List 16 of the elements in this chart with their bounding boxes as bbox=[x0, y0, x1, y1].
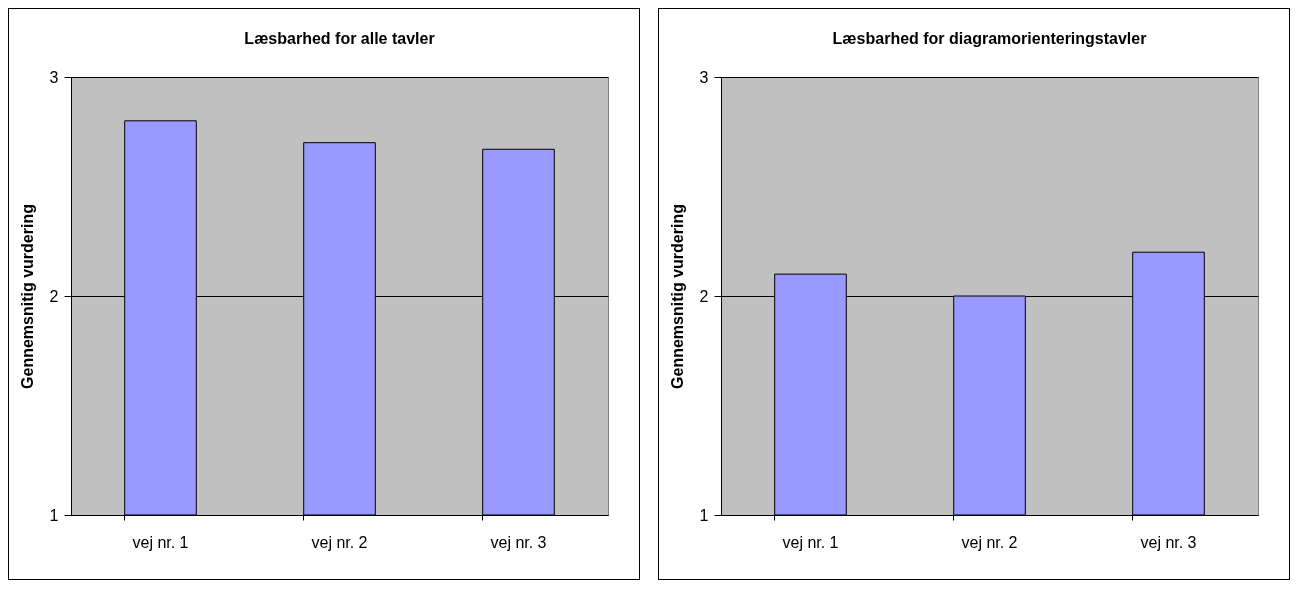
y-axis-title: Gennemsnitig vurdering bbox=[18, 204, 36, 389]
x-tick-label: vej nr. 2 bbox=[311, 533, 368, 551]
y-axis-title: Gennemsnitig vurdering bbox=[668, 204, 686, 389]
y-tick-label: 2 bbox=[699, 287, 709, 305]
y-tick-label: 1 bbox=[49, 506, 59, 524]
x-tick-label: vej nr. 3 bbox=[1140, 533, 1197, 551]
x-tick-label: vej nr. 1 bbox=[132, 533, 189, 551]
y-tick-label: 1 bbox=[699, 506, 709, 524]
y-tick-label: 2 bbox=[49, 287, 59, 305]
x-tick-label: vej nr. 2 bbox=[961, 533, 1018, 551]
chart-title: Læsbarhed for diagramorienteringstavler bbox=[832, 30, 1147, 47]
y-tick-label: 3 bbox=[699, 68, 709, 86]
x-tick-label: vej nr. 3 bbox=[490, 533, 547, 551]
y-tick-label: 3 bbox=[49, 68, 59, 86]
x-tick-label: vej nr. 1 bbox=[782, 533, 839, 551]
chart-title: Læsbarhed for alle tavler bbox=[244, 30, 435, 47]
